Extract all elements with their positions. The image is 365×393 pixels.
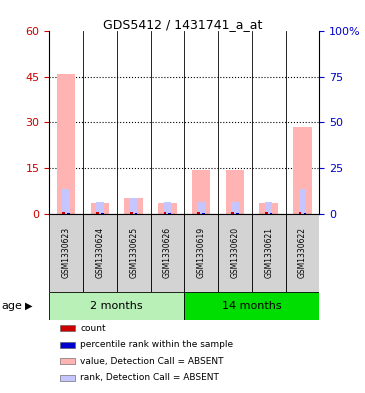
Bar: [117, 213, 150, 292]
Text: GSM1330624: GSM1330624: [95, 227, 104, 278]
Bar: [91, 203, 109, 213]
Bar: [299, 212, 301, 213]
Text: count: count: [80, 323, 106, 332]
Text: GSM1330626: GSM1330626: [163, 227, 172, 278]
Text: 14 months: 14 months: [222, 301, 282, 310]
Bar: [197, 212, 200, 213]
Bar: [96, 212, 99, 213]
Bar: [60, 342, 75, 348]
Text: percentile rank within the sample: percentile rank within the sample: [80, 340, 234, 349]
Text: GSM1330625: GSM1330625: [129, 227, 138, 278]
Bar: [130, 212, 132, 213]
Bar: [286, 213, 319, 292]
Bar: [49, 213, 83, 292]
Text: GSM1330622: GSM1330622: [298, 227, 307, 278]
Bar: [164, 212, 166, 213]
Bar: [124, 198, 143, 213]
Bar: [265, 202, 272, 213]
Bar: [218, 213, 252, 292]
Text: GSM1330623: GSM1330623: [62, 227, 71, 278]
Bar: [158, 203, 177, 213]
Bar: [164, 202, 171, 213]
Bar: [293, 127, 312, 213]
Bar: [197, 202, 205, 213]
Text: age: age: [2, 301, 23, 310]
Bar: [184, 213, 218, 292]
Bar: [252, 213, 286, 292]
Bar: [231, 202, 239, 213]
Bar: [226, 169, 244, 213]
Text: 2 months: 2 months: [91, 301, 143, 310]
Bar: [260, 203, 278, 213]
Bar: [57, 74, 76, 213]
Bar: [299, 189, 306, 213]
Bar: [62, 189, 70, 213]
Text: GDS5412 / 1431741_a_at: GDS5412 / 1431741_a_at: [103, 18, 262, 31]
Bar: [60, 358, 75, 364]
Bar: [60, 375, 75, 381]
Text: GSM1330619: GSM1330619: [197, 227, 206, 278]
Bar: [62, 212, 65, 213]
Text: rank, Detection Call = ABSENT: rank, Detection Call = ABSENT: [80, 373, 219, 382]
Bar: [60, 325, 75, 331]
Bar: [130, 198, 137, 213]
Text: ▶: ▶: [25, 301, 32, 310]
Bar: [192, 169, 211, 213]
Text: GSM1330620: GSM1330620: [230, 227, 239, 278]
Bar: [49, 292, 184, 320]
Bar: [265, 212, 268, 213]
Bar: [96, 202, 104, 213]
Bar: [150, 213, 184, 292]
Bar: [83, 213, 117, 292]
Text: GSM1330621: GSM1330621: [264, 227, 273, 278]
Text: value, Detection Call = ABSENT: value, Detection Call = ABSENT: [80, 357, 224, 366]
Bar: [184, 292, 319, 320]
Bar: [231, 212, 234, 213]
